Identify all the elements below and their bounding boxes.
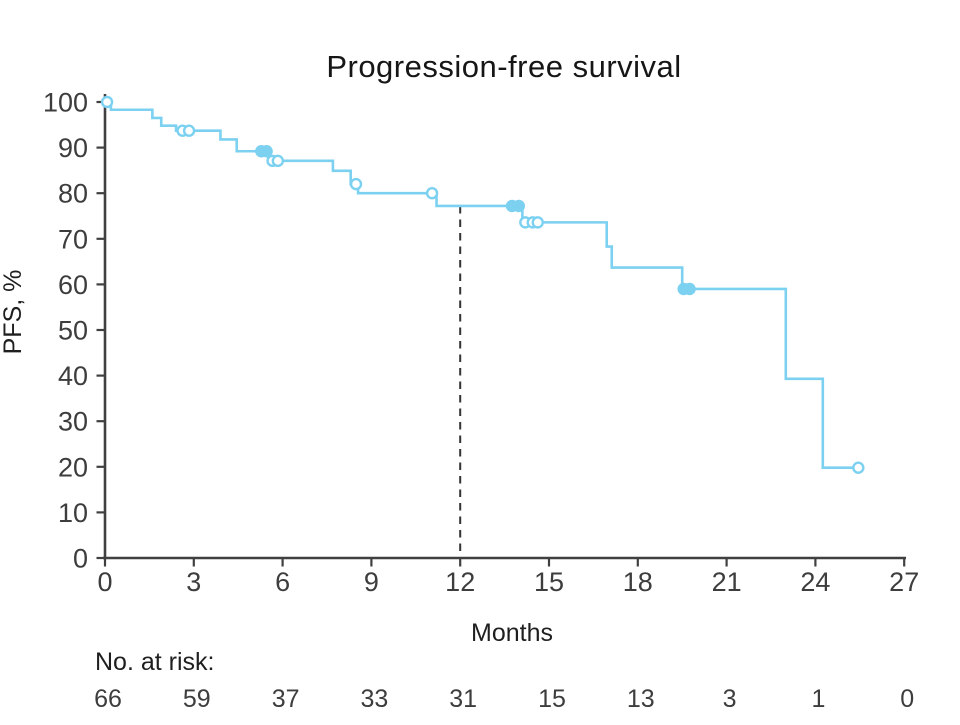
censor-mark-open (100, 95, 114, 109)
censor-mark-solid (512, 199, 526, 213)
x-tick-label: 24 (800, 567, 830, 597)
y-tick-label: 10 (58, 498, 88, 528)
y-tick-label: 50 (58, 316, 88, 346)
at-risk-count: 3 (723, 685, 737, 713)
at-risk-count: 13 (627, 685, 655, 713)
censor-mark-solid (260, 145, 273, 158)
plot-area: 0 3 6 9 12 15 18 21 24 27010203040506070809010066… (43, 88, 919, 714)
x-tick-label: 21 (712, 567, 742, 597)
censor-mark-open (531, 216, 544, 229)
x-tick-label: 12 (445, 567, 475, 597)
x-tick-label: 0 (97, 567, 112, 597)
y-tick-label: 60 (58, 270, 88, 300)
at-risk-count: 37 (272, 685, 300, 713)
y-tick-label: 20 (58, 452, 88, 482)
censor-mark-open (425, 186, 439, 200)
y-tick-label: 90 (58, 133, 88, 163)
y-tick-label: 40 (58, 361, 88, 391)
x-tick-label: 18 (623, 567, 653, 597)
at-risk-label: No. at risk: (95, 648, 214, 676)
y-tick-label: 100 (43, 88, 88, 118)
y-tick-label: 0 (73, 544, 88, 574)
at-risk-count: 31 (449, 685, 477, 713)
censor-mark-open (349, 177, 363, 191)
y-tick-label: 80 (58, 179, 88, 209)
x-tick-label: 27 (889, 567, 919, 597)
y-tick-label: 70 (58, 224, 88, 254)
censor-mark-solid (683, 282, 696, 296)
censor-mark-open (852, 461, 865, 474)
at-risk-count: 66 (94, 685, 122, 713)
chart-title: Progression-free survival (326, 49, 681, 84)
at-risk-count: 59 (183, 685, 211, 713)
y-axis-title: PFS, % (0, 270, 27, 355)
at-risk-count: 15 (538, 685, 566, 713)
pfs-survival-curve (105, 100, 859, 470)
x-tick-label: 6 (275, 567, 290, 597)
at-risk-count: 33 (360, 685, 388, 713)
at-risk-count: 0 (900, 685, 914, 713)
censor-mark-open (271, 154, 285, 168)
at-risk-count: 1 (811, 685, 825, 713)
censor-mark-open (182, 124, 196, 137)
y-tick-label: 30 (58, 407, 88, 437)
x-tick-label: 3 (186, 567, 201, 597)
x-axis-title: Months (471, 619, 553, 647)
x-tick-label: 9 (364, 567, 379, 597)
x-tick-label: 15 (534, 567, 564, 597)
